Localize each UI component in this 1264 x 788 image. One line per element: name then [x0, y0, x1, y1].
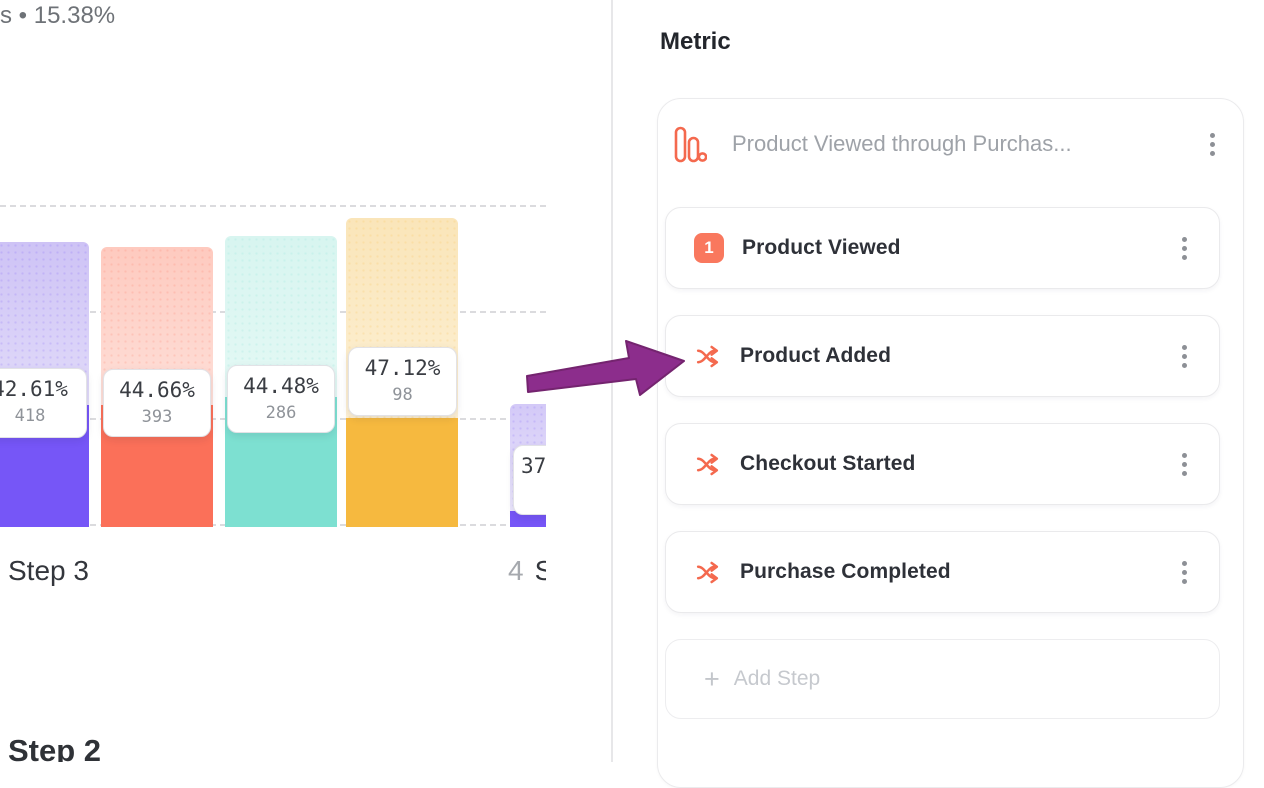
funnel-step-product-added[interactable]: Product Added	[665, 315, 1220, 397]
funnel-bar[interactable]: 42.61% 418	[0, 242, 89, 527]
chart-title-fragment: s • 15.38%	[0, 2, 116, 29]
step-label: Product Viewed	[742, 236, 901, 259]
panel-divider	[611, 0, 613, 762]
funnel-chart-area: s • 15.38% 42.61% 418 44.66% 393 44.48% …	[0, 0, 546, 762]
metric-panel-title: Metric	[660, 28, 731, 55]
metric-card: Product Viewed through Purchas... 1 Prod…	[657, 98, 1244, 788]
bar-converted-segment	[510, 511, 546, 527]
add-step-label: Add Step	[733, 667, 821, 690]
bar-percent: 44.66%	[119, 378, 195, 402]
bar-percent: 44.48%	[243, 374, 319, 398]
bar-value-label: 44.66% 393	[103, 369, 211, 437]
funnel-step-purchase-completed[interactable]: Purchase Completed	[665, 531, 1220, 613]
step-label: Checkout Started	[740, 452, 916, 475]
funnel-bar[interactable]: 37	[510, 404, 546, 527]
bar-value-label: 37	[513, 445, 546, 515]
bar-count: 98	[392, 385, 413, 405]
next-section-header: Step 2	[8, 733, 102, 762]
funnel-bar[interactable]: 44.48% 286	[225, 236, 337, 527]
bar-percent: 42.61%	[0, 377, 68, 401]
kebab-menu-icon[interactable]	[1176, 341, 1193, 372]
funnel-step-product-viewed[interactable]: 1 Product Viewed	[665, 207, 1220, 289]
bar-value-label: 44.48% 286	[227, 365, 335, 433]
shuffle-icon	[696, 345, 719, 367]
kebab-menu-icon[interactable]	[1204, 129, 1221, 160]
bar-count: 393	[141, 407, 173, 427]
kebab-menu-icon[interactable]	[1176, 233, 1193, 264]
kebab-menu-icon[interactable]	[1176, 557, 1193, 588]
step-label: Purchase Completed	[740, 560, 951, 583]
x-axis-label-step4: 4 Step 4	[508, 555, 546, 587]
funnel-bar[interactable]: 44.66% 393	[101, 247, 213, 527]
bar-converted-segment	[346, 418, 458, 527]
plus-icon: +	[704, 663, 720, 694]
metric-name: Product Viewed through Purchas...	[732, 131, 1072, 156]
add-step-button[interactable]: + Add Step	[665, 639, 1220, 719]
metric-card-header[interactable]: Product Viewed through Purchas...	[674, 123, 1221, 165]
bar-percent: 47.12%	[364, 356, 441, 380]
axis-label-text: Step 4	[534, 555, 546, 586]
gridline	[0, 205, 546, 207]
x-axis-label-step3: Step 3	[8, 555, 89, 587]
shuffle-icon	[696, 453, 719, 475]
shuffle-icon	[696, 561, 719, 583]
kebab-menu-icon[interactable]	[1176, 449, 1193, 480]
bar-count: 418	[14, 406, 46, 426]
funnel-step-checkout-started[interactable]: Checkout Started	[665, 423, 1220, 505]
funnel-bars-icon	[674, 126, 707, 162]
axis-label-prefix: 4	[508, 555, 524, 586]
bar-count: 286	[265, 403, 297, 423]
axis-label-text: Step 3	[8, 555, 89, 586]
step-label: Product Added	[740, 344, 892, 367]
bar-value-label: 47.12% 98	[348, 347, 457, 416]
funnel-bar[interactable]: 47.12% 98	[346, 218, 458, 527]
bar-value-label: 42.61% 418	[0, 368, 87, 438]
step-1-badge: 1	[694, 233, 724, 263]
bar-percent: 37	[521, 454, 546, 478]
